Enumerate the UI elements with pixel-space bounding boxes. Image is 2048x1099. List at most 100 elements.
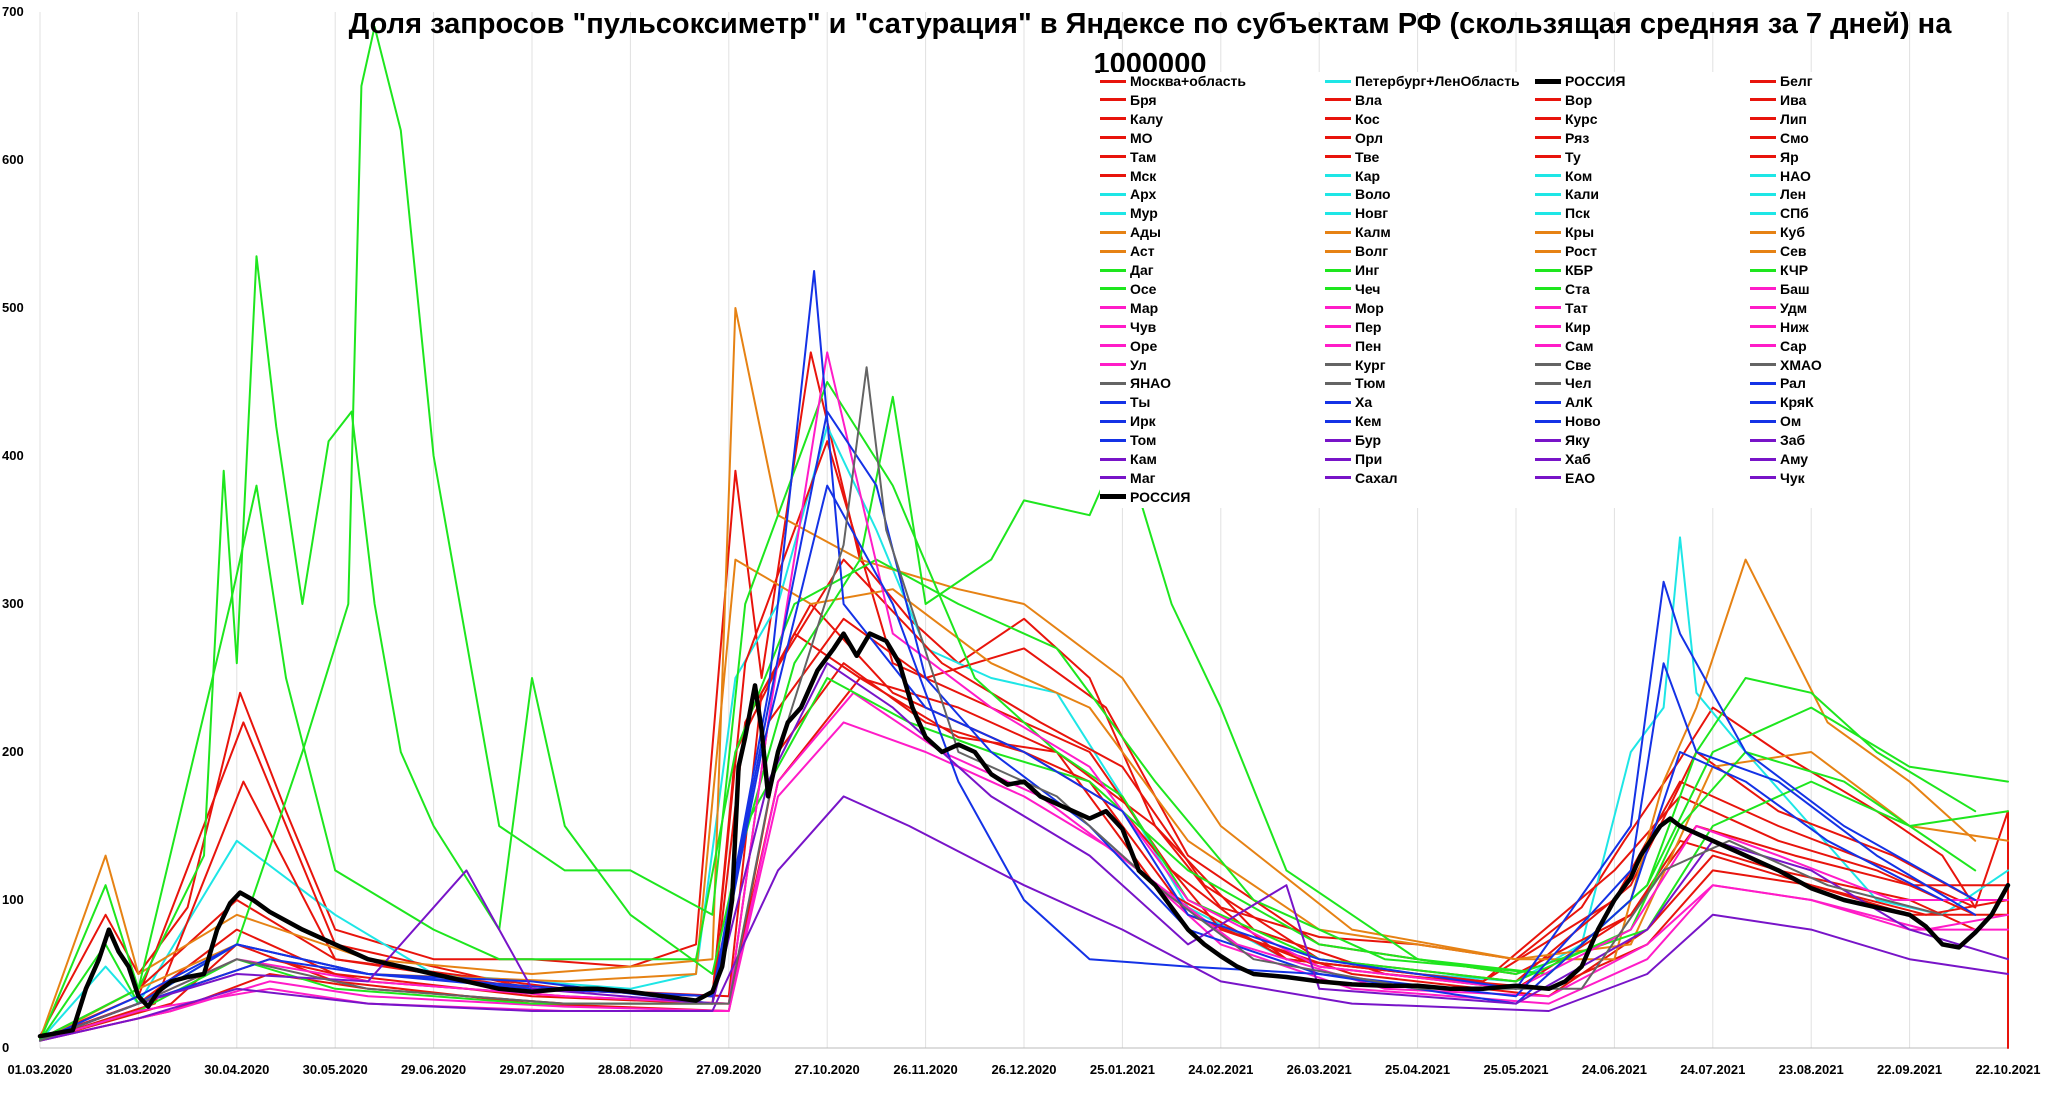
legend-label: Ха <box>1355 394 1373 411</box>
legend-swatch <box>1100 98 1126 102</box>
series-group <box>37 25 2011 1049</box>
legend-label: Том <box>1130 432 1157 449</box>
legend-swatch <box>1750 419 1776 423</box>
legend-item: СПб <box>1750 204 1809 222</box>
legend-item: Бря <box>1100 91 1157 109</box>
legend-swatch <box>1750 79 1776 83</box>
legend-label: СПб <box>1780 205 1809 222</box>
legend-item: При <box>1325 450 1382 468</box>
x-tick-label: 24.07.2021 <box>1680 1062 1745 1077</box>
legend-swatch <box>1535 325 1561 329</box>
legend-swatch <box>1100 476 1126 480</box>
legend-item: Новг <box>1325 204 1388 222</box>
legend-swatch <box>1100 381 1126 385</box>
legend-item: КЧР <box>1750 261 1808 279</box>
x-tick-label: 22.09.2021 <box>1877 1062 1942 1077</box>
legend-item: Чеч <box>1325 280 1380 298</box>
x-tick-label: 25.01.2021 <box>1090 1062 1155 1077</box>
legend-swatch <box>1535 400 1561 404</box>
legend-item: Ул <box>1100 356 1147 374</box>
y-tick-label: 300 <box>2 596 24 611</box>
legend-label: Кос <box>1355 110 1380 127</box>
legend-item: Том <box>1100 431 1156 449</box>
legend-swatch <box>1535 155 1561 159</box>
legend-swatch <box>1325 419 1351 423</box>
legend-label: Волг <box>1355 243 1389 260</box>
legend-swatch <box>1750 117 1776 121</box>
legend-label: Аму <box>1780 451 1809 467</box>
series-line-Чук <box>39 795 2009 1042</box>
legend-label: Инг <box>1355 262 1380 278</box>
legend-swatch <box>1535 438 1561 442</box>
legend-swatch <box>1750 363 1776 366</box>
legend-label: Чув <box>1130 318 1157 335</box>
y-tick-label: 600 <box>2 152 24 167</box>
legend-item: Ниж <box>1750 318 1809 336</box>
legend-label: Калм <box>1355 224 1391 241</box>
legend-label: Тюм <box>1355 375 1386 392</box>
legend-item: МО <box>1100 129 1153 147</box>
legend-label: Пск <box>1565 205 1590 222</box>
legend-item: Тюм <box>1325 374 1386 392</box>
legend-item: Ту <box>1535 148 1581 166</box>
legend-item: Кир <box>1535 318 1591 336</box>
legend-label: Кург <box>1355 356 1386 373</box>
chart-legend: Москва+область Петербург+ЛенОбласть РОССИЯ… <box>1100 72 1860 508</box>
x-tick-label: 26.03.2021 <box>1287 1062 1352 1077</box>
x-tick-label: 29.07.2020 <box>499 1062 564 1077</box>
series-line-Кем <box>39 410 1977 1042</box>
y-tick-label: 0 <box>2 1040 9 1055</box>
legend-item: Ком <box>1535 167 1592 185</box>
legend-swatch <box>1535 230 1561 234</box>
legend-label: Яр <box>1780 148 1799 165</box>
legend-swatch <box>1325 344 1351 348</box>
legend-label: Кры <box>1565 224 1595 241</box>
legend-swatch <box>1750 98 1776 102</box>
x-tick-label: 30.04.2020 <box>204 1062 269 1077</box>
x-tick-label: 22.10.2021 <box>1975 1062 2040 1077</box>
legend-label: Ниж <box>1780 318 1809 335</box>
legend-swatch <box>1325 325 1351 329</box>
legend-label: Ом <box>1780 413 1802 430</box>
legend-item: Ряз <box>1535 129 1589 147</box>
legend-label: Чук <box>1780 469 1805 486</box>
legend-label: Хаб <box>1565 451 1591 467</box>
legend-item: Яку <box>1535 431 1590 449</box>
legend-swatch <box>1750 230 1776 234</box>
legend-item: Баш <box>1750 280 1810 298</box>
legend-item: Кам <box>1100 450 1157 468</box>
legend-label: Заб <box>1780 432 1806 449</box>
x-tick-label: 29.06.2020 <box>401 1062 466 1077</box>
legend-item: Удм <box>1750 299 1807 317</box>
legend-label: Ста <box>1565 280 1590 297</box>
legend-item: Курс <box>1535 110 1597 128</box>
legend-swatch <box>1535 174 1561 177</box>
x-tick-label: 26.11.2020 <box>893 1062 957 1077</box>
legend-swatch <box>1100 306 1126 310</box>
legend-label: Сахал <box>1355 469 1398 486</box>
legend-swatch <box>1325 155 1351 159</box>
legend-swatch <box>1325 211 1351 215</box>
legend-label: КряК <box>1780 394 1814 411</box>
legend-item: Тве <box>1325 148 1379 166</box>
legend-item: Маг <box>1100 469 1155 487</box>
legend-swatch <box>1750 400 1776 404</box>
legend-swatch <box>1100 400 1126 404</box>
legend-swatch <box>1535 287 1561 291</box>
legend-item: Кры <box>1535 223 1594 241</box>
legend-item: Вор <box>1535 91 1592 109</box>
legend-label: Чеч <box>1355 280 1381 297</box>
legend-item: Мур <box>1100 204 1158 222</box>
legend-label: Ту <box>1565 148 1581 165</box>
legend-label: НАО <box>1780 167 1811 184</box>
legend-label: Белг <box>1780 73 1813 89</box>
legend-item: Вла <box>1325 91 1382 109</box>
legend-swatch <box>1750 287 1776 291</box>
legend-swatch <box>1750 381 1776 385</box>
legend-swatch <box>1325 287 1351 291</box>
legend-swatch <box>1535 98 1561 102</box>
legend-swatch <box>1535 306 1561 310</box>
legend-swatch <box>1325 98 1351 102</box>
legend-label: Калу <box>1130 110 1163 127</box>
legend-swatch <box>1100 174 1126 177</box>
